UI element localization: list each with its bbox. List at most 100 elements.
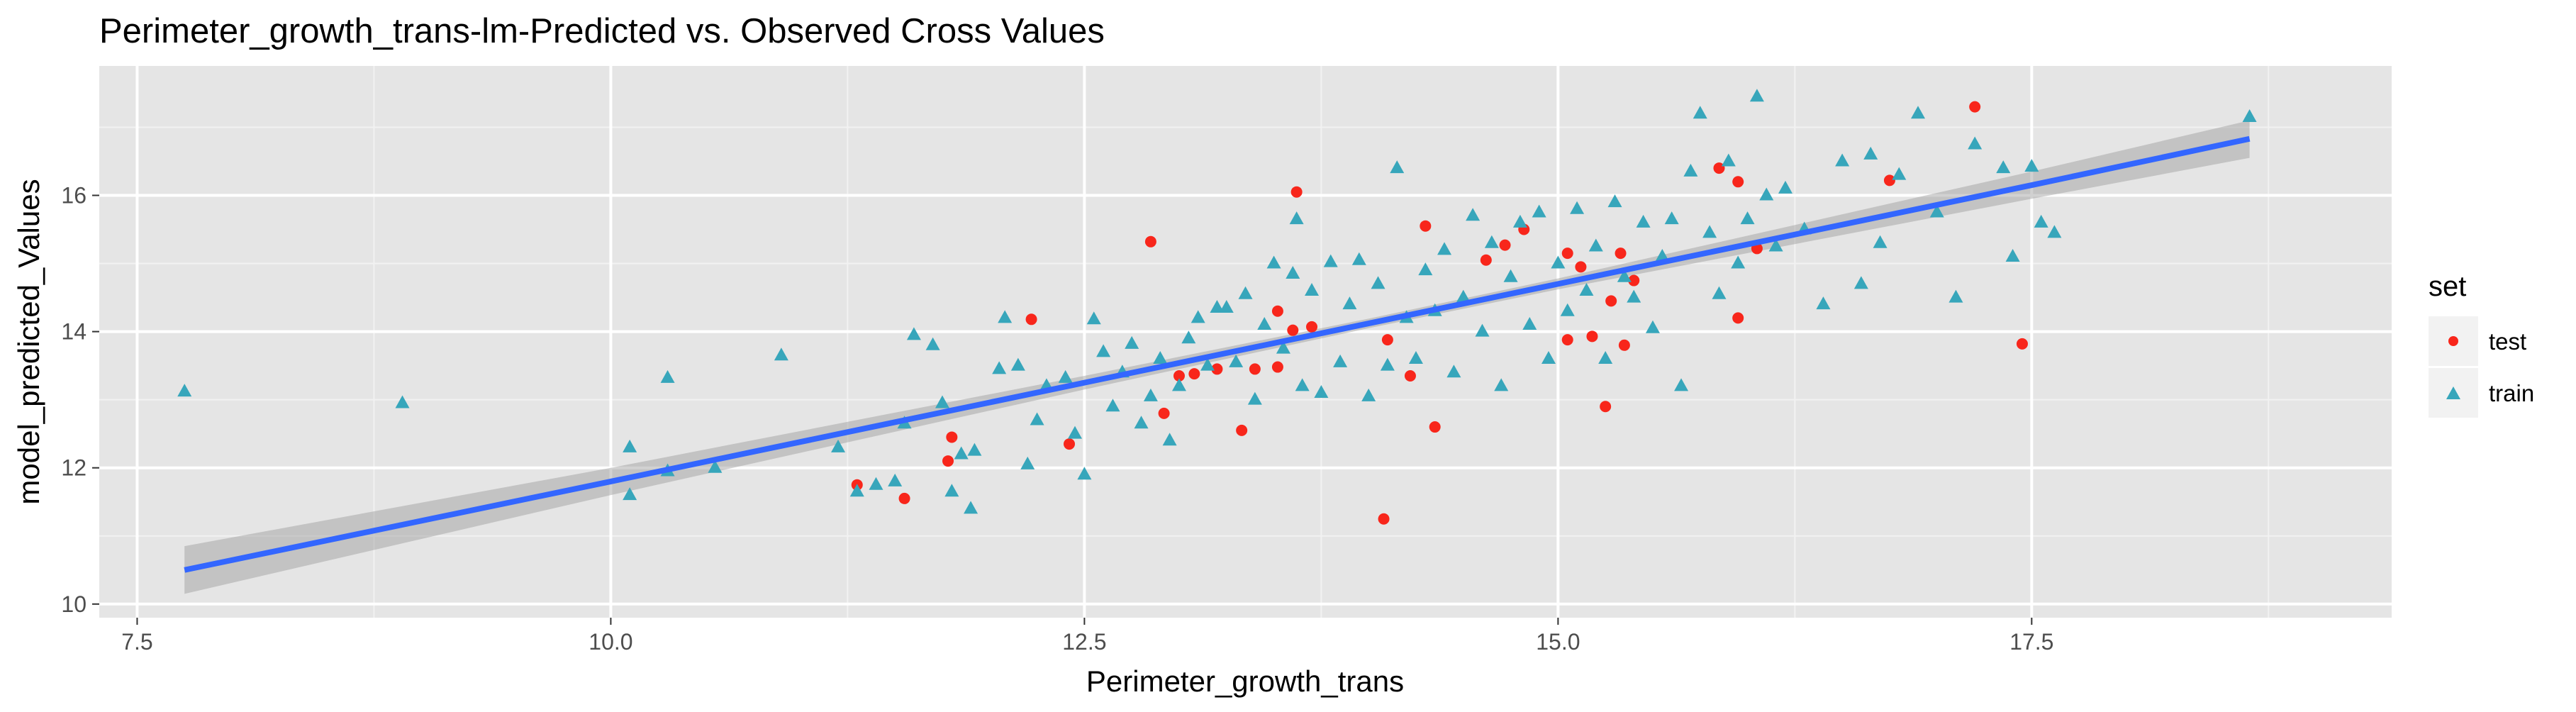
point-train (1532, 204, 1546, 218)
point-test (1969, 101, 1981, 113)
point-train (954, 446, 969, 460)
legend-title: set (2429, 271, 2466, 302)
point-train (1512, 214, 1527, 228)
point-train (1636, 214, 1651, 228)
point-train (1162, 433, 1177, 446)
point-test (942, 455, 954, 467)
point-train (1911, 106, 1926, 119)
point-test (1732, 312, 1744, 324)
point-test (1378, 513, 1390, 525)
point-train (1210, 299, 1225, 313)
y-axis-title: model_predicted_Values (12, 179, 45, 504)
point-train (1257, 316, 1272, 330)
point-train (1892, 167, 1907, 180)
point-train (1134, 416, 1149, 429)
point-train (1096, 344, 1111, 357)
y-tick-label: 10 (61, 591, 87, 617)
legend-label-train: train (2489, 380, 2534, 406)
point-train (1408, 351, 1423, 365)
point-train (967, 443, 982, 456)
point-test (1628, 274, 1640, 287)
point-train (1010, 357, 1025, 371)
point-test (1429, 421, 1441, 433)
point-train (1627, 289, 1641, 303)
major-gridlines (99, 66, 2392, 618)
point-train (1853, 276, 1868, 289)
point-train (2047, 225, 2062, 238)
point-train (1286, 265, 1300, 279)
point-test (1158, 407, 1170, 419)
point-test (1144, 235, 1156, 247)
fit-line-layer (184, 135, 2251, 573)
point-train (1816, 296, 1831, 310)
point-train (1551, 255, 1566, 269)
point-train (1086, 311, 1101, 325)
y-axis-ticks: 10 12 14 16 (61, 182, 99, 617)
point-train (1607, 194, 1622, 208)
point-train (1323, 254, 1338, 267)
legend-symbol-train (2446, 386, 2460, 399)
point-train (1560, 303, 1575, 316)
y-tick-label: 12 (61, 455, 87, 481)
point-train (1778, 180, 1792, 194)
point-train (1314, 385, 1329, 399)
point-train (1749, 89, 1764, 102)
point-test (1600, 401, 1612, 413)
point-train (869, 477, 883, 490)
point-train (1522, 316, 1537, 330)
point-train (177, 384, 192, 397)
point-train (1570, 201, 1585, 214)
y-tick-label: 14 (61, 319, 87, 345)
point-train (1835, 153, 1850, 167)
point-train (1390, 160, 1405, 174)
point-test (1605, 295, 1617, 307)
point-train (1342, 296, 1357, 310)
legend-symbol-test (2448, 336, 2458, 346)
regression-line (184, 135, 2251, 573)
point-train (1153, 351, 1168, 365)
point-train (1295, 378, 1310, 391)
point-test (1271, 305, 1283, 317)
point-test (1188, 368, 1200, 380)
point-test (1586, 330, 1598, 343)
point-train (1759, 187, 1774, 201)
point-train (1181, 330, 1196, 344)
legend: set test train (2429, 271, 2534, 418)
point-train (1105, 399, 1120, 412)
point-train (1721, 153, 1736, 167)
point-train (1693, 106, 1707, 119)
point-test (1618, 339, 1630, 351)
point-train (1712, 286, 1727, 299)
point-train (1655, 248, 1670, 262)
point-train (906, 327, 921, 340)
point-train (1475, 323, 1490, 337)
point-train (1541, 351, 1556, 365)
point-test (1713, 162, 1725, 174)
point-train (1351, 252, 1366, 265)
point-train (1466, 208, 1481, 221)
point-train (1058, 369, 1073, 383)
minor-gridlines (99, 66, 2392, 618)
point-train (1731, 255, 1746, 269)
point-train (1219, 299, 1234, 313)
point-train (944, 484, 959, 497)
point-train (998, 310, 1013, 323)
point-train (1740, 211, 1755, 225)
point-train (1674, 378, 1689, 391)
point-train (1418, 262, 1433, 276)
point-test (1883, 174, 1895, 187)
point-test (1025, 313, 1037, 326)
point-test (946, 431, 958, 443)
x-tick-label: 15.0 (1536, 629, 1580, 655)
point-train (1588, 238, 1603, 252)
point-train (964, 501, 978, 514)
point-train (1229, 354, 1244, 367)
point-train (831, 439, 846, 452)
x-tick-label: 12.5 (1062, 629, 1106, 655)
point-train (1068, 425, 1083, 439)
point-train (1598, 351, 1613, 365)
point-train (1238, 286, 1253, 299)
point-test (1290, 186, 1303, 198)
x-tick-label: 10.0 (589, 629, 632, 655)
point-train (1276, 340, 1290, 354)
